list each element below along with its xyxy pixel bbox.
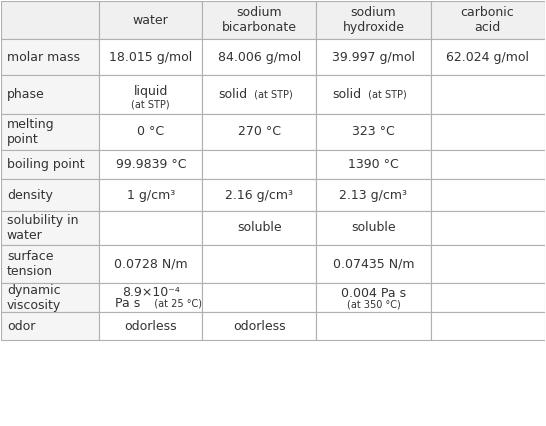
Bar: [99, 179, 203, 211]
Text: 39.997 g/mol: 39.997 g/mol: [332, 51, 415, 64]
Bar: [317, 211, 431, 245]
Bar: [2, 211, 99, 245]
Text: phase: phase: [7, 88, 45, 101]
Text: (at STP): (at STP): [365, 89, 407, 100]
Text: 2.13 g/cm³: 2.13 g/cm³: [340, 189, 407, 201]
Text: 99.9839 °C: 99.9839 °C: [116, 158, 186, 171]
Text: 2.16 g/cm³: 2.16 g/cm³: [225, 189, 293, 201]
Text: (at STP): (at STP): [251, 89, 293, 100]
Bar: [2, 150, 99, 179]
Text: solid: solid: [219, 88, 248, 101]
Bar: [203, 75, 317, 114]
Bar: [2, 75, 99, 114]
Bar: [203, 179, 317, 211]
Bar: [317, 1, 431, 40]
Bar: [317, 150, 431, 179]
Text: 62.024 g/mol: 62.024 g/mol: [446, 51, 529, 64]
Text: sodium
hydroxide: sodium hydroxide: [342, 6, 405, 35]
Bar: [203, 1, 317, 40]
Bar: [431, 211, 544, 245]
Text: odor: odor: [7, 320, 35, 333]
Bar: [317, 40, 431, 75]
Text: 84.006 g/mol: 84.006 g/mol: [218, 51, 301, 64]
Text: 0.004 Pa s: 0.004 Pa s: [341, 287, 406, 300]
Text: 0 °C: 0 °C: [137, 125, 164, 138]
Bar: [317, 114, 431, 150]
Bar: [203, 211, 317, 245]
Text: melting
point: melting point: [7, 118, 55, 146]
Text: density: density: [7, 189, 53, 201]
Bar: [99, 211, 203, 245]
Text: 0.0728 N/m: 0.0728 N/m: [114, 257, 188, 270]
Bar: [317, 245, 431, 283]
Text: (at STP): (at STP): [132, 99, 170, 109]
Bar: [99, 312, 203, 340]
Bar: [431, 114, 544, 150]
Text: odorless: odorless: [124, 320, 177, 333]
Bar: [99, 75, 203, 114]
Text: liquid: liquid: [134, 85, 168, 98]
Bar: [431, 1, 544, 40]
Bar: [317, 179, 431, 211]
Text: boiling point: boiling point: [7, 158, 85, 171]
Bar: [203, 40, 317, 75]
Text: sodium
bicarbonate: sodium bicarbonate: [222, 6, 297, 35]
Bar: [431, 40, 544, 75]
Bar: [203, 283, 317, 312]
Text: carbonic
acid: carbonic acid: [461, 6, 514, 35]
Bar: [2, 283, 99, 312]
Text: 8.9×10⁻⁴: 8.9×10⁻⁴: [122, 286, 180, 299]
Bar: [99, 150, 203, 179]
Bar: [431, 75, 544, 114]
Text: dynamic
viscosity: dynamic viscosity: [7, 284, 61, 312]
Text: soluble: soluble: [237, 222, 282, 234]
Text: Pa s: Pa s: [115, 297, 141, 310]
Bar: [431, 179, 544, 211]
Text: 18.015 g/mol: 18.015 g/mol: [109, 51, 192, 64]
Bar: [2, 312, 99, 340]
Bar: [431, 150, 544, 179]
Bar: [99, 245, 203, 283]
Text: 1 g/cm³: 1 g/cm³: [127, 189, 175, 201]
Text: odorless: odorless: [233, 320, 286, 333]
Text: (at 25 °C): (at 25 °C): [148, 299, 202, 308]
Bar: [2, 245, 99, 283]
Bar: [431, 283, 544, 312]
Bar: [99, 114, 203, 150]
Bar: [203, 312, 317, 340]
Bar: [99, 1, 203, 40]
Bar: [99, 283, 203, 312]
Bar: [317, 75, 431, 114]
Bar: [317, 312, 431, 340]
Text: 323 °C: 323 °C: [352, 125, 395, 138]
Bar: [2, 114, 99, 150]
Bar: [431, 312, 544, 340]
Text: (at 350 °C): (at 350 °C): [347, 299, 400, 309]
Text: 0.07435 N/m: 0.07435 N/m: [333, 257, 414, 270]
Text: 270 °C: 270 °C: [238, 125, 281, 138]
Bar: [203, 245, 317, 283]
Bar: [2, 40, 99, 75]
Text: 1390 °C: 1390 °C: [348, 158, 399, 171]
Text: soluble: soluble: [351, 222, 396, 234]
Text: solid: solid: [333, 88, 362, 101]
Text: molar mass: molar mass: [7, 51, 80, 64]
Bar: [317, 283, 431, 312]
Bar: [203, 150, 317, 179]
Text: water: water: [133, 14, 169, 27]
Bar: [203, 114, 317, 150]
Bar: [2, 179, 99, 211]
Bar: [99, 40, 203, 75]
Bar: [431, 245, 544, 283]
Text: solubility in
water: solubility in water: [7, 214, 78, 242]
Text: surface
tension: surface tension: [7, 250, 54, 278]
Bar: [2, 1, 99, 40]
